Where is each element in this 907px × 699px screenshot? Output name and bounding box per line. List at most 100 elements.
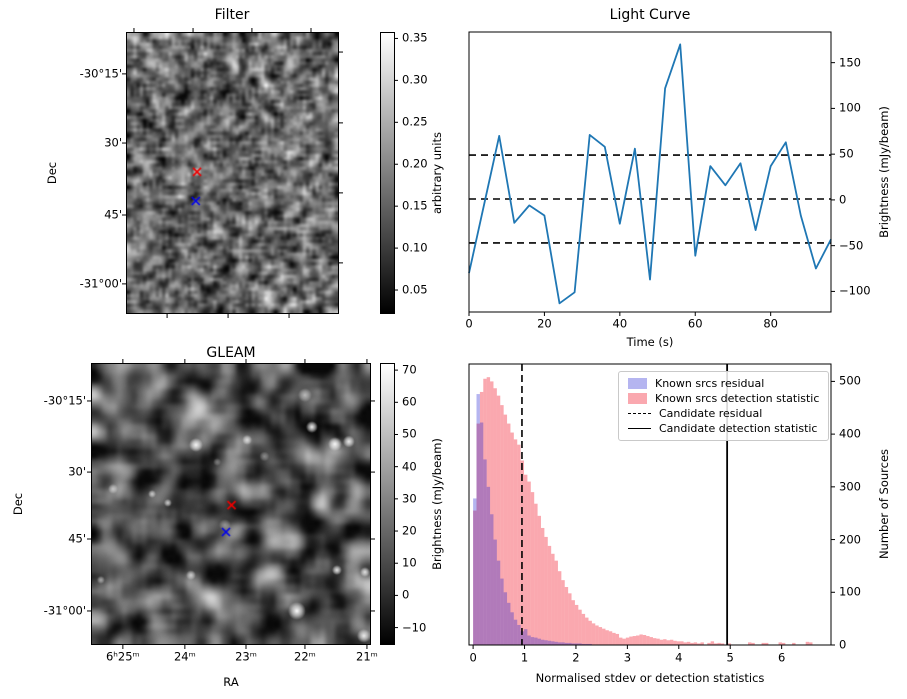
lc-axes-frame — [468, 31, 832, 313]
legend-entry: Candidate residual — [628, 407, 819, 420]
hist-bar-s0 — [574, 604, 579, 645]
hist-bar-s0 — [748, 642, 752, 645]
hist-bar-s1 — [564, 642, 569, 645]
hist-bar-s0 — [615, 633, 620, 645]
filter-dec-tick-label: -30°15' — [79, 66, 122, 81]
legend-entry-label: Known srcs detection statistic — [655, 392, 820, 405]
hist-bar-s1 — [503, 592, 508, 645]
filter-title: Filter — [214, 7, 250, 23]
hist-bar-s0 — [598, 627, 603, 645]
hist-bar-s1 — [547, 640, 552, 645]
gleam-colorbar-tick-label: 20 — [402, 523, 417, 538]
light-curve-line — [468, 43, 832, 305]
hist-x-tick-label: 5 — [726, 650, 734, 665]
hist-bar-s0 — [534, 503, 538, 645]
hist-bar-s0 — [642, 634, 647, 645]
hist-bar-s0 — [764, 642, 769, 645]
light-curve-title: Light Curve — [609, 7, 691, 23]
hist-bar-s0 — [517, 444, 521, 645]
hist-bar-s1 — [530, 637, 535, 645]
hist-bar-s1 — [585, 643, 589, 645]
hist-x-tick-label: 3 — [623, 650, 632, 665]
hist-bar-s1 — [551, 641, 555, 645]
gleam-ylabel: Dec — [11, 492, 25, 516]
gleam-sky-image — [92, 364, 370, 644]
hist-bar-s0 — [669, 639, 674, 645]
filter-image-panel — [126, 32, 339, 314]
filter-ylabel: Dec — [45, 161, 59, 185]
hist-bar-s0 — [537, 515, 541, 645]
hist-bar-s0 — [632, 636, 637, 645]
hist-bar-s0 — [649, 637, 653, 645]
hist-x-tick-label: 2 — [572, 650, 580, 665]
gleam-dec-tick-label: 45' — [68, 531, 86, 546]
legend-entry: Candidate detection statistic — [628, 422, 819, 435]
hist-bar-s0 — [676, 641, 681, 645]
hist-bar-s0 — [500, 405, 504, 645]
hist-y-tick-label: 200 — [839, 531, 861, 546]
hist-x-tick-label: 6 — [777, 650, 786, 665]
hist-bar-s0 — [581, 613, 586, 645]
hist-bar-s0 — [527, 481, 531, 645]
hist-bar-s0 — [585, 617, 589, 645]
gleam-colorbar-tick-label: 0 — [402, 587, 410, 602]
hist-bar-s0 — [591, 623, 596, 645]
gleam-colorbar-tick-label: 40 — [402, 458, 417, 473]
hist-bar-s1 — [578, 643, 582, 645]
hist-bar-s0 — [540, 527, 545, 645]
gleam-colorbar-label: Brightness (mJy/beam) — [430, 438, 444, 570]
hist-bar-s0 — [473, 510, 477, 645]
hist-bar-s0 — [479, 391, 484, 645]
hist-bar-s0 — [520, 460, 525, 645]
gleam-image-panel — [91, 363, 371, 645]
light-curve-xlabel: Time (s) — [626, 335, 674, 349]
hist-bar-s1 — [510, 612, 514, 645]
hist-bar-s0 — [639, 634, 643, 645]
hist-x-tick-label: 0 — [469, 650, 477, 665]
hist-bar-s0 — [557, 571, 562, 645]
hist-bar-s0 — [595, 625, 599, 645]
hist-bar-s0 — [564, 587, 569, 645]
hist-bar-s1 — [496, 560, 501, 645]
hist-ylabel: Number of Sources — [877, 448, 891, 560]
filter-colorbar — [380, 32, 395, 314]
lc-y-tick-label: −50 — [839, 237, 864, 252]
legend-entry: Known srcs residual — [628, 377, 819, 390]
hist-bar-s0 — [636, 635, 640, 645]
hist-bar-s1 — [574, 643, 579, 645]
hist-x-tick-label: 1 — [520, 650, 529, 665]
hist-bar-s0 — [605, 630, 609, 645]
gleam-colorbar-tick-label: −10 — [402, 619, 427, 634]
legend-solid-line-swatch — [628, 428, 651, 429]
hist-bar-s0 — [693, 642, 698, 645]
hist-bar-s0 — [510, 432, 514, 645]
hist-bar-s0 — [608, 631, 613, 645]
lc-x-tick-label: 20 — [537, 316, 552, 331]
hist-bar-s0 — [496, 395, 501, 645]
hist-y-tick-label: 400 — [839, 426, 861, 441]
hist-bar-s0 — [683, 642, 687, 645]
hist-bar-s1 — [568, 642, 572, 645]
gleam-colorbar-tick-label: 10 — [402, 555, 417, 570]
gleam-colorbar-tick-label: 70 — [402, 362, 417, 377]
hist-bar-s0 — [727, 643, 732, 645]
gleam-dec-tick-label: -30°15' — [43, 393, 86, 408]
hist-bar-s0 — [751, 642, 755, 645]
hist-bar-s0 — [809, 642, 813, 645]
gleam-dec-tick-label: -31°00' — [43, 603, 86, 618]
hist-bar-s1 — [527, 635, 531, 645]
hist-bar-s0 — [656, 638, 660, 645]
hist-bar-s0 — [578, 609, 582, 645]
lc-y-tick-label: −100 — [839, 283, 871, 298]
hist-bar-s0 — [778, 642, 782, 645]
hist-bar-s0 — [686, 641, 691, 645]
hist-bar-s0 — [568, 593, 572, 645]
hist-bar-s0 — [714, 643, 718, 645]
hist-bar-s1 — [588, 643, 592, 645]
hist-bar-s0 — [612, 632, 616, 645]
hist-bar-s1 — [540, 639, 545, 645]
hist-bar-s0 — [663, 639, 667, 645]
lc-y-tick-label: 50 — [839, 146, 854, 161]
hist-bar-s0 — [619, 637, 623, 645]
